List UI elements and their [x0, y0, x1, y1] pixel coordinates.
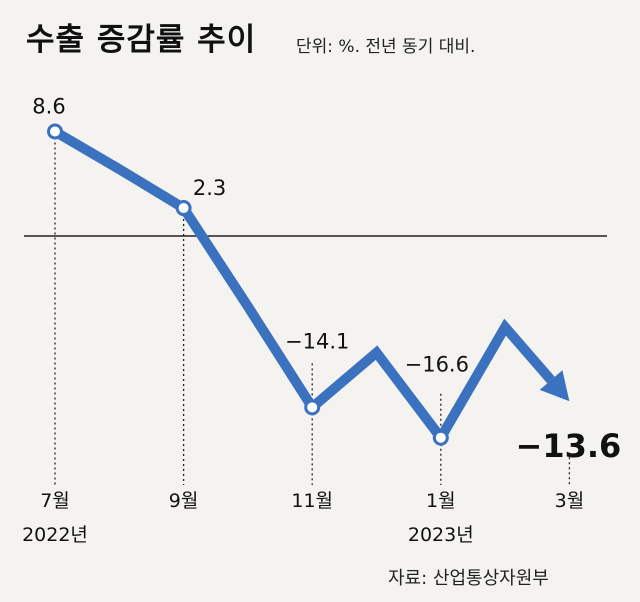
x-year-label-2023-01: 2023년 [408, 524, 474, 546]
value-label-2022-09: 2.3 [193, 176, 226, 200]
value-label-2023-03: −13.6 [516, 427, 622, 465]
x-tick-label-2022-09: 9월 [169, 490, 199, 512]
x-year-label-2022-07: 2022년 [22, 524, 88, 546]
point-marker-2022-07 [47, 123, 63, 140]
value-label-2022-07: 8.6 [32, 95, 65, 119]
point-marker-2023-01 [432, 429, 449, 446]
series-line [52, 127, 555, 447]
chart-title: 수출 증감률 추이 [26, 22, 257, 58]
point-marker-2022-11 [304, 399, 321, 416]
point-marker-2022-09 [175, 200, 192, 217]
x-tick-label-2023-01: 1월 [426, 490, 456, 512]
x-tick-label-2022-11: 11월 [291, 490, 333, 512]
x-tick-label-2023-03: 3월 [555, 490, 585, 512]
series-arrowhead [539, 370, 570, 402]
unit-label: 단위: %. 전년 동기 대비. [296, 37, 476, 57]
x-tick-label-2022-07: 7월 [40, 490, 70, 512]
value-label-2022-11: −14.1 [285, 329, 349, 353]
value-label-2023-01: −16.6 [405, 353, 469, 377]
source-label: 자료: 산업통상자원부 [388, 568, 549, 589]
